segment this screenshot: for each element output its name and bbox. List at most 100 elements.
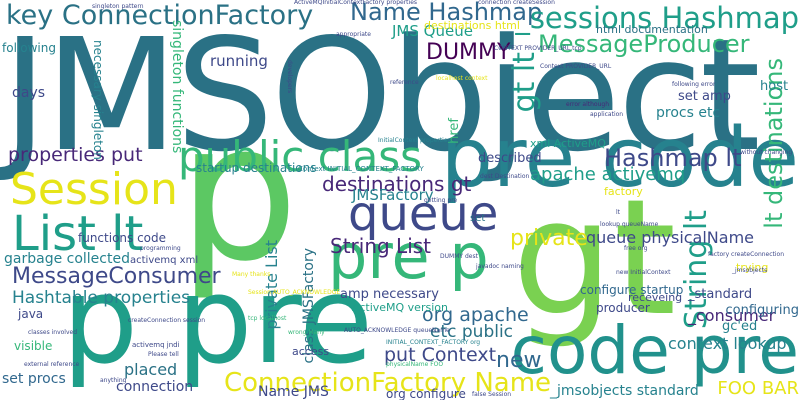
word-hashtable-properties: Hashtable properties xyxy=(12,288,191,308)
word-following-error: following error xyxy=(672,81,716,88)
word-jmsfactory: JMSFactory xyxy=(352,186,434,204)
word-destinations-gt: destinations gt xyxy=(322,172,472,196)
word-name-hashmap: Name Hashmap xyxy=(350,0,543,26)
word-reference: reference xyxy=(390,79,419,86)
word-configure-startup: configure startup xyxy=(580,283,684,297)
word-jms-queue: JMS Queue xyxy=(392,22,473,40)
word-queue: queue xyxy=(348,186,499,242)
word-foo-bar: FOO BAR xyxy=(717,378,799,399)
word-java: java xyxy=(18,307,44,321)
word-gt-lt: gt lt xyxy=(507,52,542,113)
word-string-list: String List xyxy=(330,234,432,258)
word-org-configure: org configure xyxy=(386,387,466,400)
word-dest-destination: dest Destination xyxy=(480,173,530,180)
word-host: host xyxy=(760,79,789,94)
word-sessions-hashmap: _sessions Hashmap xyxy=(515,1,799,35)
word-activemq-jndi: activemq jndi xyxy=(132,341,180,349)
word-put-context: put Context xyxy=(384,344,497,366)
word-necessary-singleton: necessary singleton xyxy=(91,40,105,160)
word-singleton-pattern: singleton pattern xyxy=(92,3,144,10)
word-anything: anything xyxy=(100,377,127,384)
word-standard: _standard xyxy=(688,287,753,302)
word-producer: producer xyxy=(596,301,650,315)
word-classes-involved: classes involved xyxy=(28,329,78,336)
word-receveing: receveing xyxy=(628,291,683,304)
word-jmsobject: JMSObject xyxy=(2,5,761,186)
word-described: described xyxy=(478,151,542,166)
word-access: access xyxy=(292,345,330,358)
word-tcp-localhost: tcp localhost xyxy=(248,315,287,322)
word-running: running xyxy=(210,52,268,70)
word-visible: visible xyxy=(14,339,53,353)
word-queue-physicalname: queue physicalName xyxy=(586,228,755,247)
word-error-although: error although xyxy=(566,101,610,108)
word-session: Session xyxy=(10,164,178,215)
word-lookup-queuename: lookup queueName xyxy=(600,221,659,228)
word-properties-put: properties put xyxy=(8,144,143,166)
word-public-class: public class xyxy=(178,132,422,181)
word-external-reference: external reference xyxy=(24,361,80,368)
word-dummy-dest: DUMMY dest xyxy=(440,253,478,260)
word-many-thanks: Many thanks xyxy=(232,271,271,278)
word-hashmap-lt: Hashmap lt xyxy=(604,144,742,172)
word-gc-ed: gc'ed xyxy=(722,319,758,334)
word-private: private xyxy=(510,226,588,251)
word-p: p xyxy=(178,82,299,303)
word-jmsobjects: _jmsobjects xyxy=(732,267,768,274)
word-pre-code: pre code xyxy=(440,111,799,206)
word-javadoc-naming: javadoc naming xyxy=(476,263,524,270)
word-singleton-functions: singleton functions xyxy=(169,20,185,154)
word-html-documentation: html documentation xyxy=(596,23,708,36)
word-physicalname-foo: physicalName FOO xyxy=(386,361,444,368)
word-activemqinitialcontextfactory-properties: ActiveMQInitialContextFactory properties xyxy=(294,0,418,6)
word-startup-destinations: startup destinations xyxy=(196,161,317,175)
word-apache-activemq: apache activemq xyxy=(530,164,686,185)
word-xml-activemq: xml ActiveMQ xyxy=(530,137,606,150)
word-factory-createconnection: factory createConnection xyxy=(708,251,785,258)
word-factory: factory xyxy=(604,185,643,198)
word-false-session: false Session xyxy=(472,391,512,398)
word-p-pre: p pre xyxy=(62,252,374,391)
word-name-jms: Name JMS xyxy=(258,384,329,400)
word-gt: gt xyxy=(512,164,677,351)
word-please-tell: Please tell xyxy=(148,351,179,358)
word-activemq-xml: activemq xml xyxy=(130,255,199,266)
word-following: following xyxy=(2,41,56,55)
word-localhost-context: localhost context xyxy=(436,75,488,82)
word-createconnection-session: createConnection session xyxy=(128,317,206,324)
word-messageproducer: MessageProducer xyxy=(538,30,750,58)
word-configuring: configuring xyxy=(725,303,799,318)
word-functions-code: functions code xyxy=(78,231,167,245)
word-new: new xyxy=(496,348,542,373)
word-code-pre: code pre xyxy=(510,312,799,389)
word-lt: lt xyxy=(616,209,621,216)
word-context-provider-url-tcp: CONTEXT PROVIDER_URL tcp xyxy=(494,45,582,52)
word-etc-public: etc public xyxy=(430,322,514,342)
word-connectionfactory-name: ConnectionFactory Name xyxy=(224,368,552,398)
word-new-initialcontext: new InitialContext xyxy=(616,269,671,276)
word-set-amp: set amp xyxy=(678,89,731,104)
word-days: days xyxy=(12,85,46,101)
word-wrong-many: wrong Many xyxy=(288,329,325,336)
word-context-initial-context-factory: Context INITIAL_CONTEXT_FACTORY xyxy=(298,165,424,173)
word-context-lookup: context lookup xyxy=(668,334,787,353)
word-initialcontext-properties: InitialContext properties xyxy=(378,137,451,144)
word-activemq-version: ActiveMQ version xyxy=(352,301,448,314)
word-initial-context-factory-org: INITIAL_CONTEXT_FACTORY org xyxy=(386,339,481,346)
word-connection-createsession: connection createSession xyxy=(478,0,555,6)
word-garbage-collected: garbage collected xyxy=(4,251,130,267)
word-application: application xyxy=(590,111,624,118)
word-key-connectionfactory: key ConnectionFactory xyxy=(6,0,314,31)
word-jmsobjects-standard: _jmsobjects standard xyxy=(550,383,699,399)
word-org-apache: org apache xyxy=(422,304,529,326)
word-amp-necessary: amp necessary xyxy=(340,287,439,302)
word-placed: placed xyxy=(124,360,178,379)
word-procs-etc: procs etc xyxy=(656,105,721,121)
word-consumer: _consumer xyxy=(688,306,776,325)
word-without-changing: without changing xyxy=(740,149,793,156)
word-trying: trying xyxy=(736,261,769,274)
word-auto-acknowledge-queuename: AUTO_ACKNOWLEDGE queueName xyxy=(344,327,450,334)
word-set-procs: set procs xyxy=(2,371,66,387)
word-dummy: DUMMY xyxy=(426,40,511,65)
